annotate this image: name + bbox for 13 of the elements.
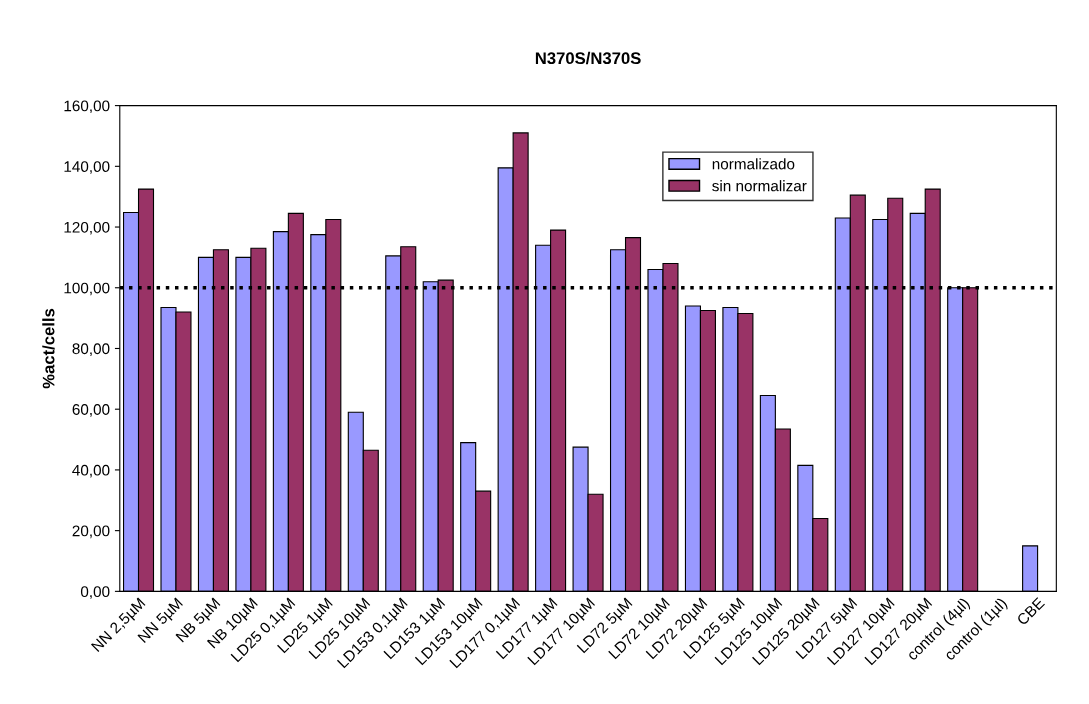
y-tick-label: 20,00	[72, 525, 110, 539]
y-axis-title: %act/cells	[42, 308, 55, 389]
legend-label: sin normalizar	[712, 180, 807, 192]
y-tick-label: 140,00	[64, 161, 110, 174]
y-tick-label: 160,00	[64, 100, 110, 114]
y-tick-label: 60,00	[72, 404, 110, 417]
y-tick-label: 120,00	[64, 221, 110, 235]
chart-title: N370S/N370S	[535, 51, 641, 65]
y-tick-label: 0,00	[80, 586, 110, 599]
legend-label: normalizado	[712, 158, 795, 170]
y-tick-label: 40,00	[72, 464, 110, 478]
y-tick-label: 80,00	[72, 343, 110, 356]
y-tick-label: 100,00	[64, 282, 110, 296]
